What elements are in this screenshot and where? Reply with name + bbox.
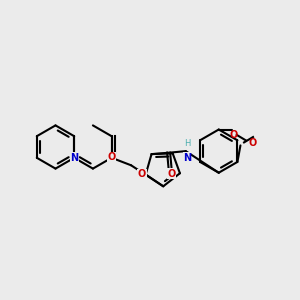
Text: H: H: [184, 139, 190, 148]
Text: N: N: [70, 153, 78, 163]
Text: N: N: [183, 153, 191, 163]
Text: O: O: [138, 169, 146, 179]
Text: O: O: [249, 138, 257, 148]
Text: O: O: [167, 169, 176, 178]
Text: O: O: [107, 152, 116, 162]
Text: O: O: [230, 130, 238, 140]
Text: N: N: [108, 153, 116, 163]
